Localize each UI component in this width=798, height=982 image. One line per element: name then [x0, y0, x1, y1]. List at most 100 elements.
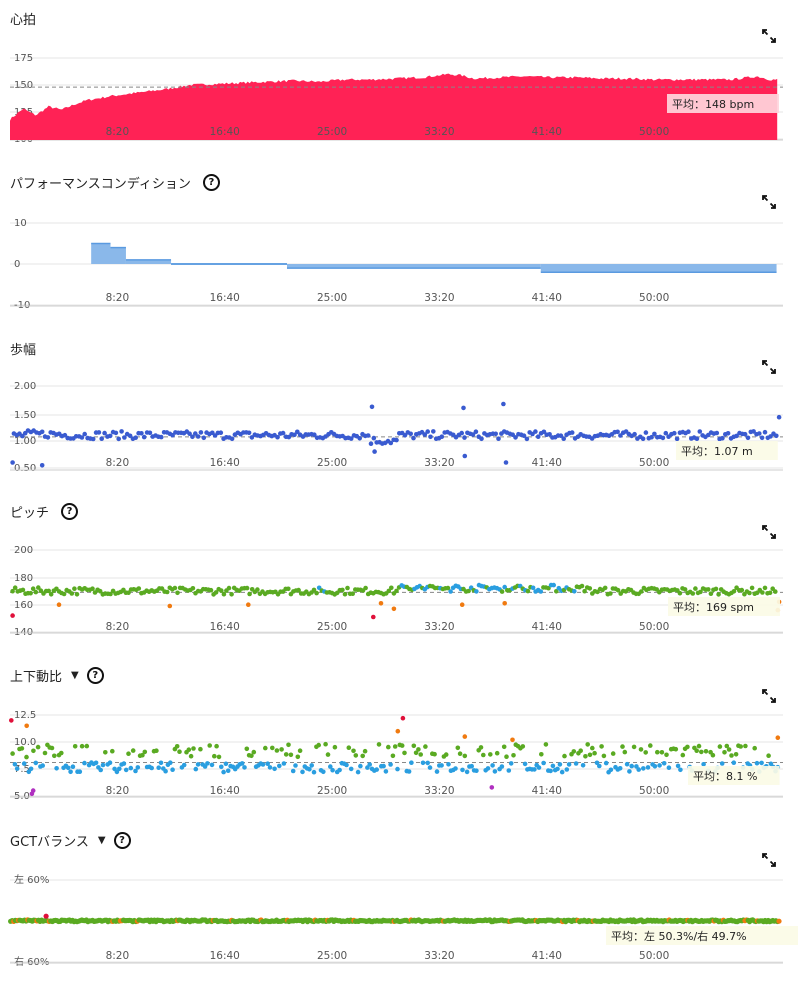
data-point [580, 763, 586, 768]
data-point [216, 754, 222, 760]
data-point [54, 766, 59, 771]
data-point [757, 431, 762, 436]
data-point [9, 718, 14, 723]
data-point [762, 585, 768, 591]
vertical-ratio-panel: 上下動比 ▼ ? 12.5 10.0 7.5 5.0 8:20 16:40 25:00 33:… [0, 660, 798, 815]
data-point [247, 591, 252, 597]
expand-icon[interactable] [762, 195, 776, 209]
data-point [358, 763, 363, 769]
data-point [158, 760, 164, 766]
x-tick-label: 50:00 [639, 785, 669, 797]
data-point [716, 592, 721, 597]
average-label-box [688, 766, 780, 785]
expand-icon[interactable] [762, 853, 776, 867]
data-point [82, 431, 87, 437]
data-point [459, 430, 465, 436]
data-point [592, 750, 597, 756]
data-point [48, 592, 54, 597]
y-tick-label: 12.5 [14, 710, 36, 721]
dropdown-triangle-icon[interactable]: ▼ [71, 670, 79, 681]
data-point [244, 585, 250, 591]
data-point [557, 762, 563, 767]
data-point [400, 715, 406, 721]
data-point [69, 591, 75, 596]
average-label-box [676, 441, 778, 460]
data-point [698, 589, 703, 595]
data-point [163, 768, 168, 774]
gct-balance-panel: GCTバランス ▼ ? 左 60% 右 60% 8:20 16:40 25:00 33:2… [0, 825, 798, 982]
data-point [21, 761, 27, 766]
data-point [524, 436, 530, 442]
help-icon[interactable]: ? [113, 832, 131, 849]
expand-icon[interactable] [762, 525, 776, 539]
data-point [280, 430, 286, 436]
data-point [205, 761, 210, 766]
data-point [641, 766, 646, 771]
vertical-ratio-title-text: 上下動比 [10, 670, 63, 685]
data-point [751, 429, 756, 434]
data-point [190, 586, 196, 591]
help-icon[interactable]: ? [61, 503, 79, 520]
data-point [759, 435, 765, 441]
data-point [478, 745, 484, 750]
x-tick-label: 41:40 [532, 950, 562, 962]
data-point [652, 431, 657, 437]
x-tick-label: 8:20 [106, 457, 130, 469]
data-point [97, 588, 103, 594]
x-tick-label: 41:40 [532, 785, 562, 797]
data-point [652, 764, 658, 769]
data-point [367, 762, 373, 767]
data-point [133, 768, 138, 774]
data-point [275, 434, 280, 440]
data-point [40, 763, 45, 768]
data-point [122, 435, 127, 440]
data-point [554, 589, 559, 594]
help-icon[interactable]: ? [86, 667, 104, 684]
data-point [532, 767, 537, 772]
data-point [292, 432, 297, 438]
data-point [369, 404, 375, 410]
data-point [722, 750, 727, 755]
data-point [571, 749, 577, 754]
y-tick-label: 180 [14, 573, 33, 584]
data-point [734, 433, 739, 439]
data-point [30, 788, 36, 793]
help-icon[interactable]: ? [202, 174, 220, 191]
data-point [776, 918, 782, 924]
data-point [20, 433, 25, 439]
data-point [371, 435, 377, 441]
data-point [154, 748, 159, 753]
data-point [388, 440, 394, 446]
expand-icon[interactable] [762, 360, 776, 374]
data-point [209, 762, 215, 768]
data-point [126, 751, 131, 756]
x-tick-label: 8:20 [106, 126, 130, 138]
data-point [466, 588, 471, 594]
data-point [749, 585, 755, 591]
expand-icon[interactable] [762, 689, 776, 703]
data-point [423, 744, 428, 749]
data-point [208, 587, 214, 593]
data-point [521, 433, 527, 438]
data-point [142, 749, 148, 755]
data-point [541, 429, 547, 435]
data-point [214, 743, 219, 749]
data-point [428, 434, 433, 440]
data-point [694, 436, 700, 441]
dropdown-triangle-icon[interactable]: ▼ [97, 835, 106, 846]
x-tick-label: 16:40 [210, 126, 240, 138]
data-point [460, 767, 465, 773]
y-tick-label: 175 [14, 53, 33, 64]
data-point [506, 768, 512, 773]
data-point [293, 763, 298, 768]
data-point [281, 761, 287, 766]
stride-chart: 2.00 1.50 1.00 0.50 8:20 16:40 25:00 33:20 41:40… [10, 381, 783, 474]
data-point [346, 745, 352, 750]
data-point [350, 591, 356, 596]
data-point [174, 744, 180, 749]
data-point [719, 761, 725, 766]
data-point [558, 433, 564, 438]
x-tick-label: 25:00 [317, 126, 347, 138]
expand-icon[interactable] [762, 29, 776, 43]
